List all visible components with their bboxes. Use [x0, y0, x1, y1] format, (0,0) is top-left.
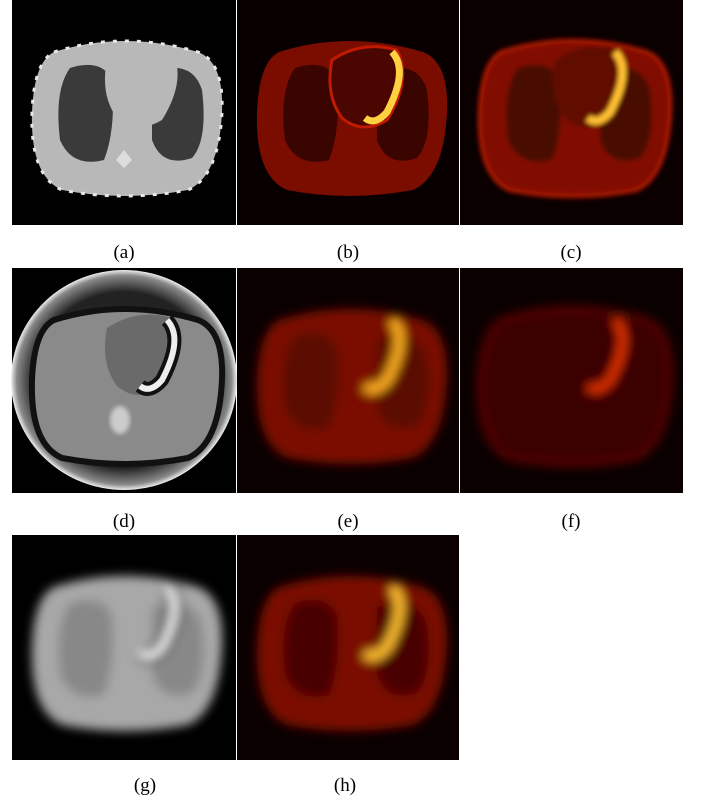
panel-f — [460, 268, 683, 493]
panel-g — [12, 535, 236, 760]
panel-label: (e) — [337, 511, 358, 532]
panel-label: (c) — [560, 242, 581, 263]
panel-label: (b) — [337, 242, 359, 263]
panel-label: (d) — [113, 511, 135, 532]
panel-label: (a) — [113, 242, 134, 263]
panel-d — [11, 268, 237, 493]
panel-label: (h) — [334, 775, 356, 796]
panel-label: (f) — [562, 511, 581, 532]
panel-b — [237, 0, 459, 225]
panel-h — [237, 535, 459, 760]
figure: (a) (b) (c) (d) (e) (f) (g) (h) — [0, 0, 702, 803]
panel-label: (g) — [134, 775, 156, 796]
panel-e — [237, 268, 459, 493]
page: (a) (b) (c) (d) (e) (f) (g) (h) (() => {… — [0, 0, 702, 803]
panel-c — [460, 0, 683, 225]
panel-a — [12, 0, 236, 225]
